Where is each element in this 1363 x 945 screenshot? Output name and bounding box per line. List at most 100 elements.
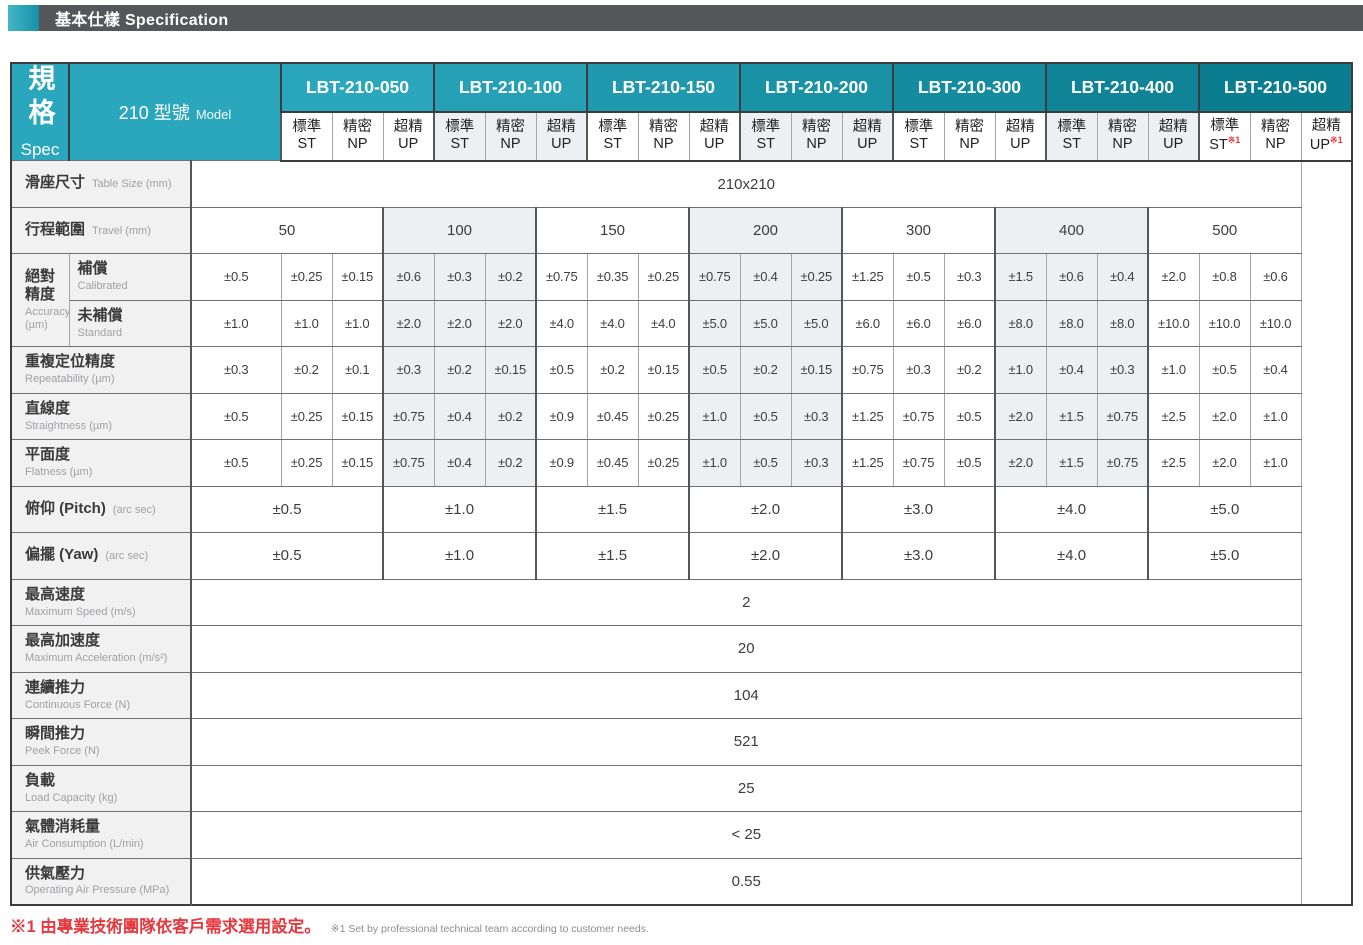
spec-value-cell: ±10.0 [1198,299,1251,347]
sidebar-spec-label: 規格 Spec [10,62,70,161]
row-label-zh: 負載 [25,771,56,789]
model-corner-zh: 210 型號 [118,103,190,123]
spec-value-cell: ±4.0 [994,532,1149,580]
spec-value-cell: ±1.0 [1147,346,1200,394]
grade-en: NP [347,136,368,153]
model-column-header: LBT-210-050 [280,62,435,113]
spec-value-cell: ±0.25 [280,439,333,487]
row-label-en: Flatness (µm) [25,466,93,479]
grade-zh: 精密 [496,119,525,136]
grade-column-header: 超精 UP [994,111,1047,162]
spec-value-cell: ±0.4 [433,439,486,487]
spec-value-cell: ±0.15 [331,253,384,301]
row-label-en: Accuracy (µm) [25,306,71,332]
spec-value-cell: ±0.2 [739,346,792,394]
spec-value-cell: ±1.0 [1249,439,1302,487]
spec-value-cell: ±0.15 [331,439,384,487]
row-label-zh: 偏擺 (Yaw) [25,546,99,564]
row-label-zh: 平面度 [25,446,71,464]
spec-value-cell: ±5.0 [739,299,792,347]
footnote-zh-text: ※1 由專業技術團隊依客戶需求選用設定。 [10,918,321,936]
row-label-zh: 瞬間推力 [25,725,86,743]
grade-en: UP [1163,136,1184,153]
spec-value-cell: ±1.0 [688,439,741,487]
row-label: 重複定位精度 Repeatability (µm) [10,346,192,394]
spec-value-cell: ±2.0 [1147,253,1200,301]
row-label-en: Calibrated [77,280,128,293]
spec-value-cell: 0.55 [190,857,1302,905]
spec-value-cell: 150 [535,206,690,254]
spec-value-cell: ±2.5 [1147,439,1200,487]
spec-value-cell: ±0.15 [790,346,843,394]
spec-value-cell: ±0.45 [586,439,639,487]
spec-value-cell: ±0.75 [382,392,435,440]
grade-en: UP [1010,136,1031,153]
row-label: 行程範圍 Travel (mm) [10,206,192,254]
grade-column-header: 精密 NP [1249,111,1302,162]
row-label-en: Air Consumption (L/min) [25,838,144,851]
row-label-zh: 直線度 [25,399,71,417]
spec-value-cell: ±0.2 [484,392,537,440]
row-label-zh: 供氣壓力 [25,864,86,882]
row-label-en: Repeatability (µm) [25,373,115,386]
grade-zh: 標準 [445,119,475,136]
sidebar-label-en: Spec [20,140,60,159]
row-label: 滑座尺寸 Table Size (mm) [10,160,192,208]
spec-value-cell: ±1.0 [280,299,333,347]
grade-en: ST [909,136,929,153]
grade-column-header: 精密 NP [331,111,384,162]
grade-column-header: 精密 NP [1096,111,1149,162]
spec-value-cell: ±1.0 [1249,392,1302,440]
grade-zh: 超精 [1158,119,1188,136]
spec-table: 規格 Spec 210 型號 Model LBT-210-050 LBT-210-100 L… [10,62,1353,906]
spec-value-cell: ±1.0 [688,392,741,440]
spec-value-cell: 50 [190,206,384,254]
spec-value-cell: ±0.75 [841,346,894,394]
spec-value-cell: ±0.25 [637,253,690,301]
spec-value-cell: ±0.5 [190,439,282,487]
row-label-en: Straightness (µm) [25,419,113,432]
spec-value-cell: ±0.5 [943,439,996,487]
spec-value-cell: ±2.0 [382,299,435,347]
spec-value-cell: 104 [190,671,1302,719]
spec-value-cell: ±0.5 [190,392,282,440]
spec-value-cell: ±6.0 [841,299,894,347]
spec-value-cell: ±2.0 [433,299,486,347]
row-label-en: (arc sec) [105,550,149,563]
spec-value-cell: ±0.5 [943,392,996,440]
row-label: 瞬間推力 Peek Force (N) [10,718,192,766]
row-label-zh: 俯仰 (Pitch) [25,499,106,517]
spec-value-cell: ±1.5 [1045,439,1098,487]
grade-en: UP [704,136,725,153]
spec-value-cell: ±0.75 [688,253,741,301]
grade-zh: 精密 [1261,119,1290,136]
spec-value-cell: ±1.25 [841,253,894,301]
grade-column-header: 標準 ST [739,111,792,162]
spec-value-cell: ±0.3 [190,346,282,394]
spec-value-cell: ±10.0 [1147,299,1200,347]
grade-footnote-mark: ※1 [1330,135,1343,146]
spec-value-cell: ±0.25 [637,439,690,487]
spec-value-cell: ±0.75 [1096,392,1149,440]
row-label: 最高加速度 Maximum Acceleration (m/s²) [10,625,192,673]
grade-column-header: 標準 ST [586,111,639,162]
row-label: 連續推力 Continuous Force (N) [10,671,192,719]
row-label: 絕對精度 Accuracy (µm) [10,253,71,347]
row-label: 供氣壓力 Operating Air Pressure (MPa) [10,857,192,905]
grade-zh: 超精 [1005,119,1035,136]
spec-value-cell: ±1.25 [841,392,894,440]
sidebar-spec-inner: 規格 Spec [12,64,68,160]
spec-value-cell: ±2.0 [1198,439,1251,487]
spec-value-cell: ±0.25 [637,392,690,440]
grade-en: NP [959,136,980,153]
spec-value-cell: ±0.2 [280,346,333,394]
spec-value-cell: < 25 [190,811,1302,859]
spec-value-cell: ±5.0 [1147,532,1302,580]
grade-zh: 精密 [649,119,678,136]
spec-value-cell: ±3.0 [841,485,996,533]
spec-value-cell: ±0.5 [535,346,588,394]
grade-column-header: 超精 UP [688,111,741,162]
spec-value-cell: ±0.3 [790,392,843,440]
spec-value-cell: ±0.3 [1096,346,1149,394]
spec-value-cell: ±0.3 [943,253,996,301]
